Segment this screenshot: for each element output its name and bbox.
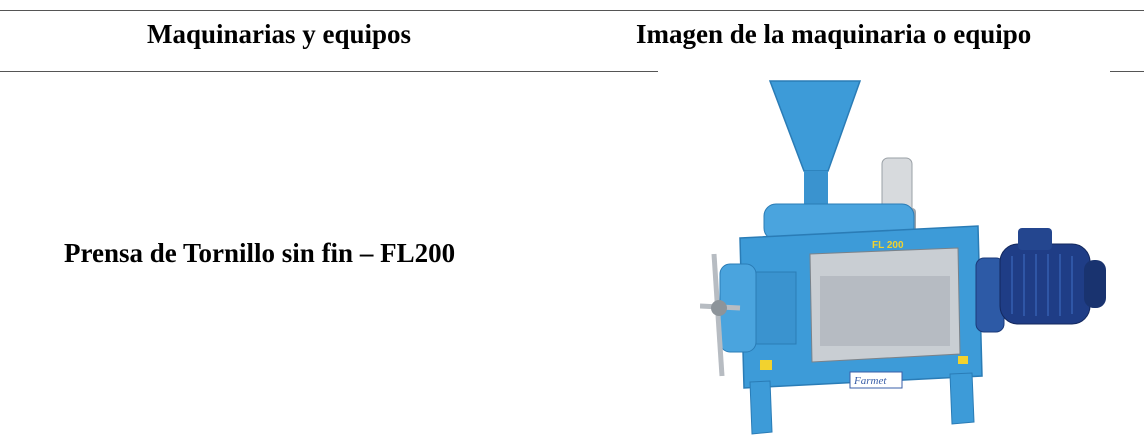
- motor-terminal-box: [1018, 228, 1052, 250]
- column-header-machinery: Maquinarias y equipos: [147, 19, 412, 49]
- electric-motor: [999, 243, 1091, 325]
- motor-fins: [1011, 254, 1073, 316]
- hopper: [768, 80, 862, 172]
- model-label: FL 200: [872, 240, 904, 251]
- table-header-rule: [0, 71, 658, 72]
- column-header-image: Imagen de la maquinaria o equipo: [636, 19, 1032, 49]
- brand-label: Farmet: [853, 375, 887, 387]
- front-cylinder: [755, 271, 797, 345]
- motor-end-cap: [1084, 260, 1106, 308]
- machine-name-cell: Prensa de Tornillo sin fin – FL200: [64, 238, 456, 268]
- handwheel-hub: [711, 300, 727, 316]
- table-top-rule: [0, 10, 1144, 11]
- warning-sticker: [958, 356, 968, 364]
- left-leg: [749, 380, 773, 435]
- hopper-neck: [804, 171, 828, 207]
- table-header-rule-right: [1110, 71, 1144, 72]
- warning-sticker: [760, 360, 772, 370]
- screw-press-machine-image: FL 200 Farmet: [700, 80, 1106, 435]
- right-leg: [949, 372, 975, 425]
- window-inner: [820, 276, 950, 346]
- brand-badge: [849, 371, 903, 389]
